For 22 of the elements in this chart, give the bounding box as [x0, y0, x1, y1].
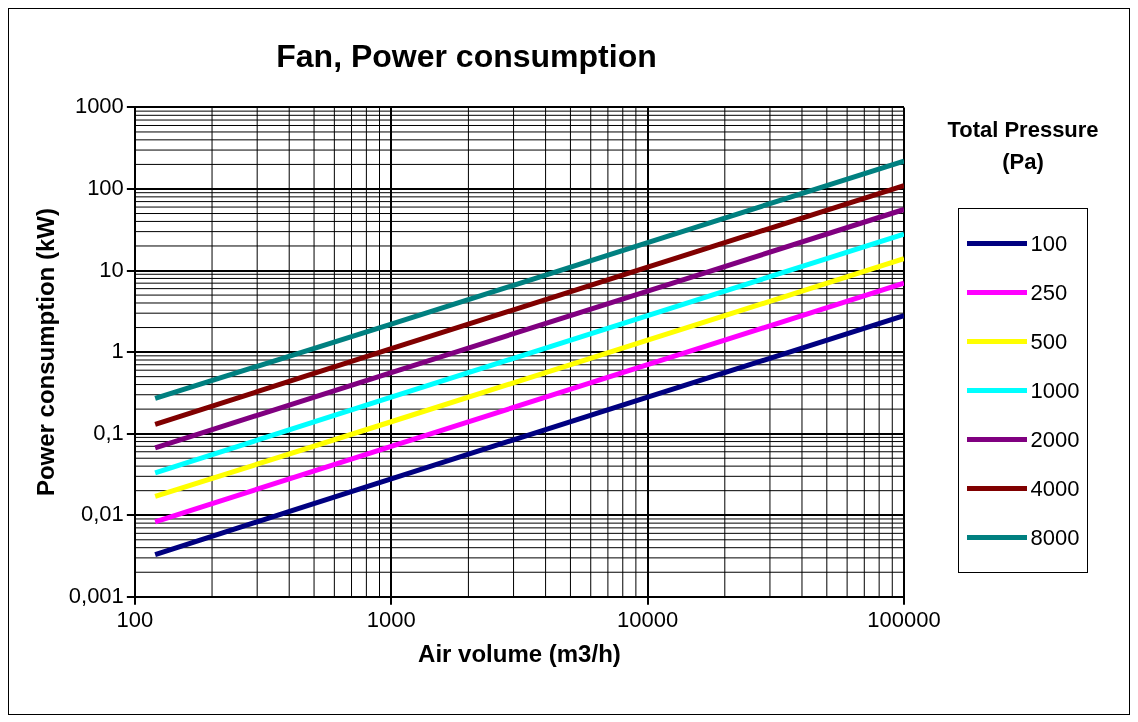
- legend-label: 4000: [1030, 475, 1080, 502]
- x-tick-label: 100: [116, 607, 154, 633]
- x-tick-label: 100000: [867, 607, 941, 633]
- legend-label: 100: [1030, 230, 1068, 257]
- legend-label: 250: [1030, 279, 1068, 306]
- y-tick-label: 1: [111, 338, 124, 364]
- y-tick-label: 0,001: [68, 582, 124, 608]
- y-axis-title: Power consumption (kW): [32, 208, 60, 497]
- y-tick-label: 10: [99, 256, 124, 282]
- y-tick-label: 1000: [74, 93, 124, 119]
- legend-label: 1000: [1030, 377, 1080, 404]
- legend-label: 500: [1030, 328, 1068, 355]
- y-tick-label: 0,01: [81, 501, 124, 527]
- x-tick-label: 10000: [617, 607, 679, 633]
- y-tick-label: 100: [87, 175, 124, 201]
- legend-title: Total Pressure (Pa): [946, 116, 1100, 176]
- legend-label: 8000: [1030, 524, 1080, 551]
- y-tick-label: 0,1: [93, 419, 124, 445]
- chart-title: Fan, Power consumption: [276, 38, 657, 75]
- x-tick-label: 1000: [366, 607, 416, 633]
- legend-label: 2000: [1030, 426, 1080, 453]
- x-axis-title: Air volume (m3/h): [418, 640, 621, 668]
